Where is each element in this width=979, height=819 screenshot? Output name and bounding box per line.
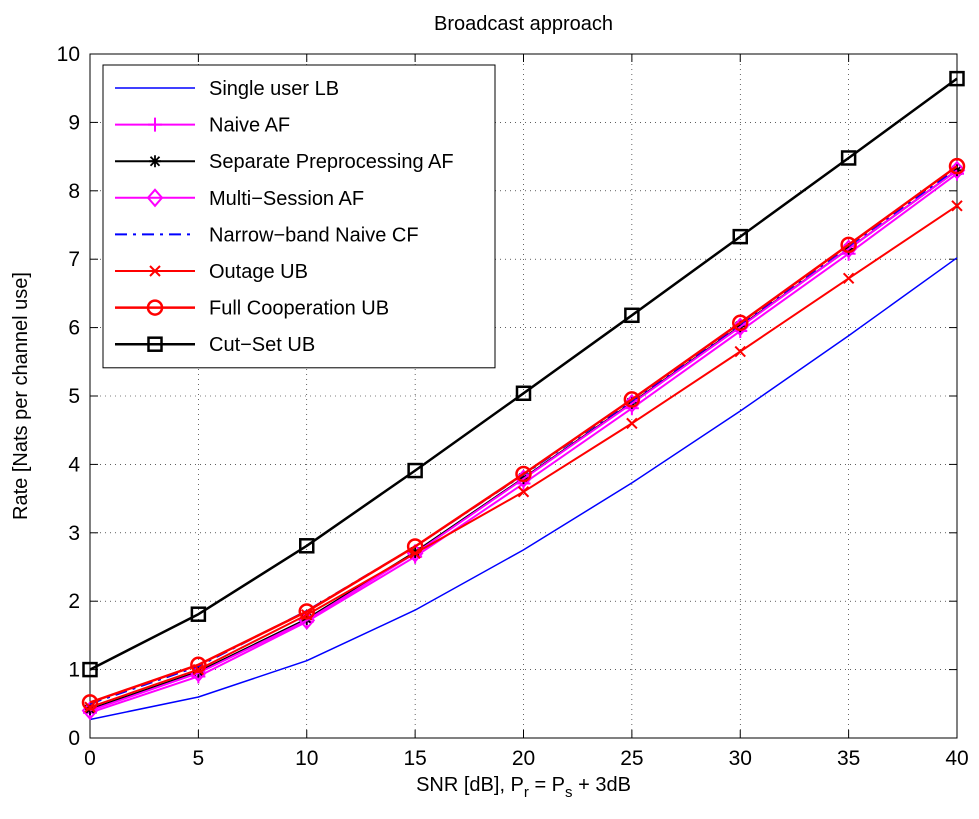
data-point [190,656,207,674]
data-point [407,462,423,479]
data-point [81,694,99,711]
y-tick-label: 8 [68,180,80,203]
data-point [149,155,161,168]
x-axis-label-tail: + 3dB [573,774,631,796]
x-axis-label-main: SNR [dB], P [416,774,524,796]
data-point [626,417,638,430]
x-tick-label: 35 [837,747,860,770]
data-point [517,486,530,498]
series-line [89,165,958,704]
x-tick-label: 30 [729,747,752,770]
legend-label: Narrow−band Naive CF [209,224,419,246]
series [89,257,958,721]
data-point [731,317,749,337]
data-point [951,164,963,177]
series-line [89,169,958,712]
data-point [147,336,163,352]
x-tick-label: 10 [295,747,318,770]
data-point [146,188,164,208]
data-point [190,606,207,622]
data-point [515,465,532,483]
y-axis-label: Rate [Nats per channel use] [10,272,32,520]
series-line [89,77,958,671]
legend-label: Naive AF [209,115,290,137]
series-layer [81,70,966,721]
x-tick-label: 25 [620,747,643,770]
data-point [149,265,161,277]
y-tick-label: 2 [68,590,80,613]
legend: Single user LB Naive AF Separate Preproces… [102,64,496,369]
data-point [948,157,966,175]
x-axis-label: SNR [dB], Pr = Ps + 3dB [416,774,631,801]
x-tick-label: 20 [512,747,535,770]
legend-entry: Separate Preprocessing AF [115,151,454,173]
data-point [146,299,164,316]
legend-label: Outage UB [209,261,308,283]
legend-label: Full Cooperation UB [209,298,389,320]
data-point [84,701,96,713]
x-tick-label: 40 [945,747,968,770]
data-point [734,345,746,358]
series [82,70,965,678]
data-point [840,150,857,166]
data-point [82,661,98,678]
y-tick-label: 5 [68,385,80,408]
data-point [948,160,966,180]
data-point [515,385,532,402]
legend-box [102,64,496,369]
data-point [623,391,641,408]
x-axis-label-sub-s: s [565,784,573,801]
chart-title: Broadcast approach [434,13,613,35]
series [81,157,966,711]
x-axis-label-mid: = P [529,774,565,796]
data-point [732,228,748,245]
y-tick-label: 7 [68,248,80,271]
y-tick-label: 9 [68,111,80,134]
series-line [89,257,958,721]
data-point [299,538,315,554]
x-axis-label-sub-r: r [524,784,529,801]
legend-label: Multi−Session AF [209,188,364,210]
data-point [840,239,857,259]
data-point [951,200,963,212]
legend-entry: Full Cooperation UB [115,298,389,320]
x-tick-label: 0 [84,747,96,770]
legend-label: Cut−Set UB [209,334,315,356]
data-point [148,117,162,132]
x-tick-label: 15 [403,747,426,770]
y-tick-label: 10 [57,43,80,66]
data-point [406,538,424,555]
data-point [840,236,857,254]
legend-entry: Single user LB [115,78,339,100]
data-point [732,314,749,332]
data-point [842,272,855,285]
y-tick-label: 4 [68,453,80,476]
legend-entry: Outage UB [115,261,308,283]
legend-label: Separate Preprocessing AF [209,151,454,173]
ticks: 0 5 10 15 20 25 30 35 40 0 1 2 3 4 5 6 7 8 9 10 [57,43,969,770]
data-point [949,70,965,87]
legend-entry: Cut−Set UB [115,334,315,356]
legend-entry: Multi−Session AF [115,188,364,210]
y-tick-label: 3 [68,522,80,545]
series [84,200,963,713]
y-tick-label: 1 [68,659,80,682]
legend-entry: Naive AF [115,115,290,137]
legend-label: Single user LB [209,78,339,100]
y-tick-label: 0 [68,727,80,750]
x-tick-label: 5 [193,747,205,770]
y-tick-label: 6 [68,317,80,340]
data-point [298,603,315,620]
data-point [624,307,640,324]
data-point [623,394,641,414]
legend-entry: Narrow−band Naive CF [115,224,419,246]
